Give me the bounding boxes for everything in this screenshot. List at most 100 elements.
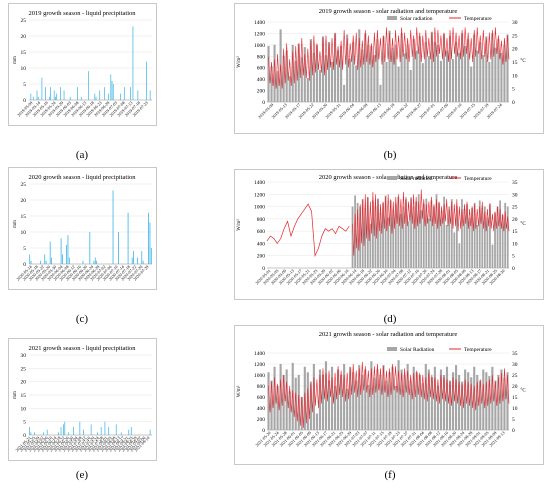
panel-e: 2021 growth season - liquid precipitatio… (8, 338, 157, 461)
y-tick-label: 15 (21, 393, 27, 399)
solar-bar (358, 29, 361, 102)
solar-bar (506, 372, 509, 430)
solar-bar (412, 206, 415, 268)
y2-axis-label: °C (520, 222, 526, 227)
y-tick-label: 200 (257, 89, 266, 95)
precip-bar (100, 427, 102, 435)
caption-f: (f) (384, 469, 396, 481)
precip-bar (45, 260, 47, 264)
precip-bar (44, 254, 46, 264)
y2-tick-label: 10 (512, 241, 518, 247)
precip-bar (90, 424, 92, 435)
precip-bar (123, 87, 125, 100)
solar-bar (491, 366, 494, 430)
solar-bar (501, 215, 504, 268)
solar-bar (485, 36, 488, 102)
precip-bar (111, 80, 113, 100)
solar-bar (450, 199, 453, 268)
solar-bar (421, 63, 424, 102)
y2-tick-label: 10 (512, 73, 518, 79)
solar-bar (491, 33, 494, 102)
precip-bar (82, 260, 84, 264)
precip-bar (48, 96, 50, 100)
solar-bar (476, 375, 479, 430)
solar-bar (476, 50, 479, 102)
solar-bar (436, 44, 439, 102)
y-tick-label: 25 (21, 18, 27, 24)
solar-bar (473, 34, 476, 102)
solar-bar (349, 366, 352, 430)
solar-bar (364, 33, 367, 102)
solar-bar (421, 383, 424, 430)
precip-bar (133, 251, 134, 264)
precip-bar (62, 254, 63, 264)
precip-bar (118, 232, 119, 264)
solar-bar (494, 380, 497, 430)
y2-tick-label: 25 (512, 373, 518, 379)
solar-bar (315, 44, 318, 102)
y-tick-label: 1000 (254, 205, 265, 211)
solar-bar (473, 202, 476, 268)
y2-tick-label: 5 (512, 87, 515, 93)
legend-swatch-solar (387, 347, 397, 351)
solar-bar (433, 42, 436, 102)
solar-bar (379, 375, 382, 430)
solar-bar (330, 366, 334, 430)
chart-a: 2019 growth season - liquid precipitatio… (13, 10, 152, 118)
precip-bar (69, 96, 71, 100)
precip-bar (80, 96, 82, 100)
y2-tick-label: 0 (512, 100, 515, 106)
solar-bar (300, 397, 303, 430)
solar-bar (427, 369, 430, 430)
solar-bar (451, 372, 455, 430)
y2-tick-label: 35 (512, 351, 518, 357)
y-tick-label: 400 (257, 406, 266, 412)
solar-bar (467, 39, 470, 102)
solar-bar (503, 377, 506, 430)
solar-bar (321, 36, 325, 102)
temperature-line (268, 361, 510, 428)
precip-bar (104, 421, 106, 435)
solar-bar (496, 206, 499, 268)
precip-bar (97, 432, 98, 435)
solar-bar (330, 62, 334, 102)
panel-f: 2021 growth season - solar radiation and… (234, 325, 544, 465)
solar-bar (276, 71, 279, 102)
solar-bar (464, 369, 467, 430)
solar-bar (415, 201, 418, 268)
y2-tick-label: 30 (512, 20, 518, 26)
y2-tick-label: 30 (512, 192, 518, 198)
precip-bar (64, 421, 66, 435)
solar-bar (337, 50, 340, 102)
y-tick-label: 800 (257, 54, 266, 60)
solar-bar (388, 30, 391, 103)
precip-bar (63, 90, 65, 100)
solar-bar (443, 196, 446, 268)
solar-bar (312, 364, 315, 430)
solar-bar (464, 46, 467, 102)
solar-bar (327, 380, 331, 430)
precip-bar (50, 87, 51, 100)
solar-bar (406, 44, 409, 102)
solar-bar (318, 369, 321, 430)
precip-bar (88, 71, 90, 100)
solar-bar (494, 47, 497, 102)
precip-bar (67, 235, 69, 264)
chart-d: 2020 growth season - solar radiation and… (236, 174, 526, 286)
precip-bar (49, 241, 51, 264)
solar-bar (427, 56, 430, 102)
solar-bar (415, 372, 418, 430)
precip-bar (130, 427, 132, 435)
legend-label-temp: Temperature (464, 347, 492, 353)
x-tick-label: 2019-07-24 (486, 102, 504, 120)
solar-bar (267, 46, 270, 102)
solar-bar (418, 375, 421, 430)
solar-bar (367, 44, 370, 102)
solar-bar (288, 76, 291, 102)
legend-label-solar: Solar Radiation (400, 347, 435, 353)
solar-bar (355, 380, 358, 430)
precip-bar (34, 432, 36, 435)
solar-bar (373, 377, 376, 430)
solar-bar (504, 202, 507, 268)
y-tick-label: 400 (257, 241, 266, 247)
